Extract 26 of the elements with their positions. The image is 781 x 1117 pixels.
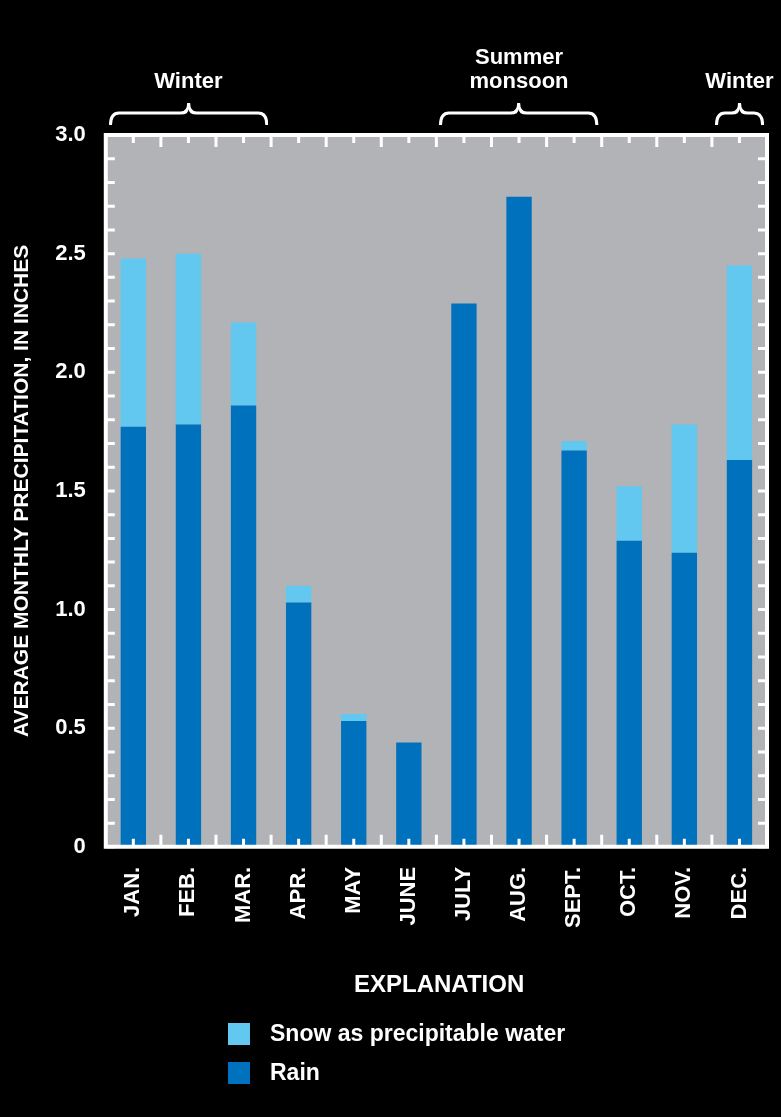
y-tick-label: 2.5: [55, 239, 86, 265]
x-tick-label: JUNE: [394, 866, 420, 926]
y-tick-label: 1.0: [55, 595, 86, 621]
x-tick-label: MAR.: [229, 866, 255, 924]
y-axis-title: AVERAGE MONTHLY PRECIPITATION, IN INCHES: [9, 244, 33, 738]
text: Winter: [705, 68, 774, 93]
legend-label: Rain: [270, 1059, 320, 1086]
legend-label: Snow as precipitable water: [270, 1020, 566, 1047]
y-tick-label: 3.0: [55, 121, 86, 147]
text: Summer monsoon: [469, 44, 569, 93]
x-tick-label: JAN.: [119, 866, 145, 917]
y-tick-label: 0: [73, 832, 86, 858]
y-tick-label: 0.5: [55, 714, 86, 740]
y-tick-label: 2.0: [55, 358, 86, 384]
text: Winter: [154, 68, 223, 93]
x-tick-label: NOV.: [670, 866, 696, 919]
x-tick-label: JULY: [450, 866, 475, 922]
x-tick-label: AUG.: [505, 866, 531, 922]
x-tick-label: MAY: [339, 866, 365, 914]
x-tick-label: DEC.: [725, 866, 751, 920]
legend-title: EXPLANATION: [354, 970, 526, 998]
x-tick-label: APR.: [284, 866, 310, 920]
x-tick-label: FEB.: [174, 866, 200, 917]
x-tick-label: SEPT.: [560, 866, 586, 929]
y-tick-label: 1.5: [55, 477, 86, 502]
x-tick-label: OCT.: [615, 866, 641, 917]
